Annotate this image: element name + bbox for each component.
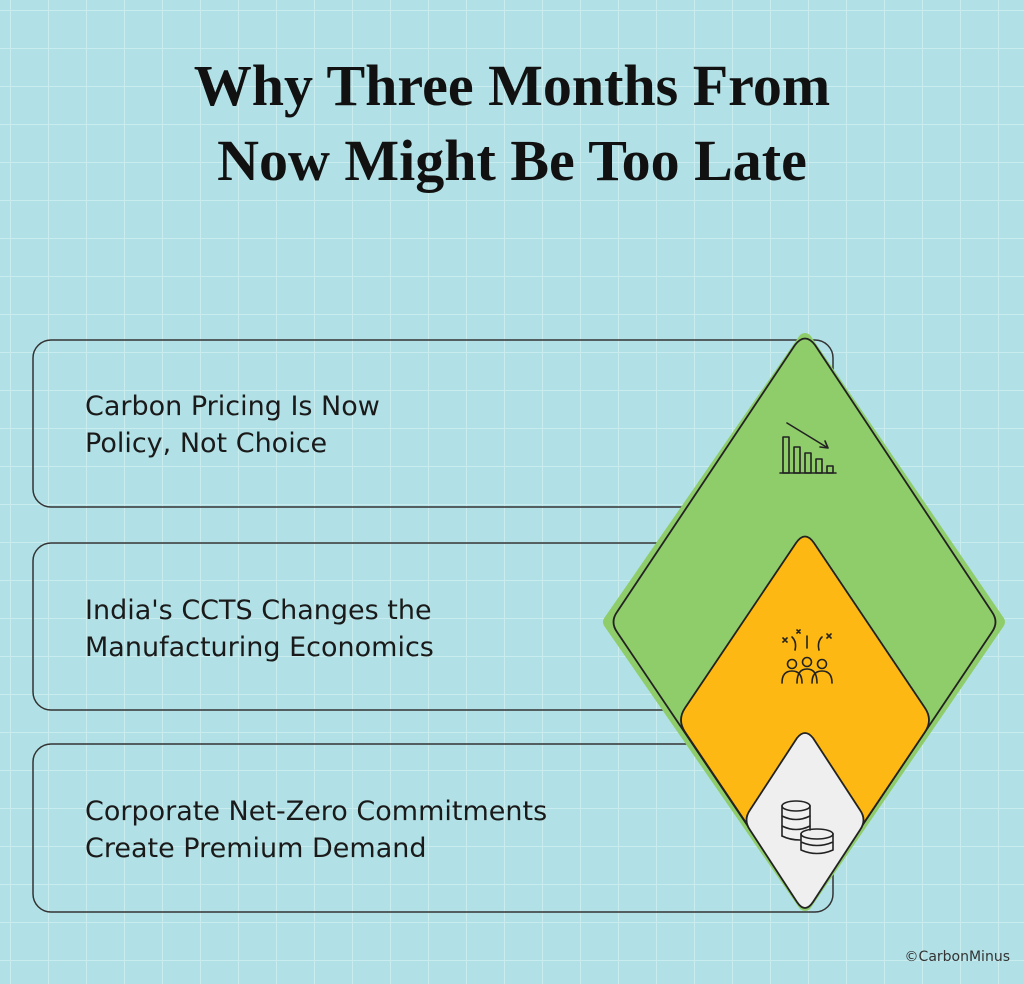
- chart-down-icon: [779, 422, 837, 474]
- item-text: Carbon Pricing Is Now: [85, 391, 380, 422]
- item-text: Manufacturing Economics: [85, 632, 434, 663]
- white-diamond: [745, 732, 865, 909]
- item-text: Policy, Not Choice: [85, 428, 327, 459]
- title-line: Now Might Be Too Late: [217, 128, 807, 193]
- celebration-icon: [781, 629, 833, 684]
- credit: ©CarbonMinus: [905, 949, 1010, 965]
- coins-icon: [781, 800, 834, 855]
- item-text: Create Premium Demand: [85, 833, 427, 864]
- item-text: India's CCTS Changes the: [85, 595, 432, 626]
- diamonds: [603, 333, 1005, 911]
- item-text: Corporate Net-Zero Commitments: [85, 796, 547, 827]
- title-line: Why Three Months From: [194, 53, 830, 118]
